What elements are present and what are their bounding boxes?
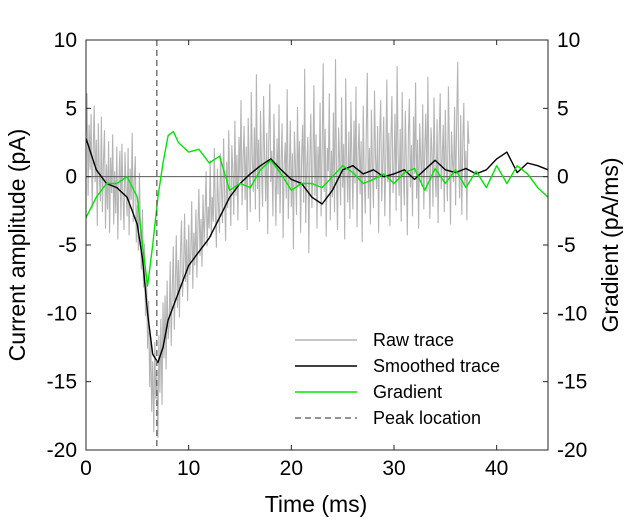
y-right-tick-label: 10 (557, 29, 580, 52)
y-left-tick-label: 10 (54, 29, 77, 52)
x-tick-label: 10 (177, 457, 200, 480)
y-right-tick-label: 0 (557, 166, 569, 189)
legend-label-peak: Peak location (373, 408, 481, 428)
legend: Raw trace Smoothed trace Gradient Peak l… (295, 330, 500, 428)
x-tick-label: 30 (382, 457, 405, 480)
axes: 0 10 20 30 40 -20 -15 -10 -5 0 5 10 -20 -15 -10 -5 0 5 10 (47, 29, 588, 480)
y-left-tick-label: -5 (58, 234, 77, 257)
y-left-tick-label: -15 (47, 371, 77, 394)
smoothed-trace-line (86, 138, 548, 364)
y-right-tick-label: -10 (557, 302, 587, 325)
legend-label-smoothed: Smoothed trace (373, 356, 500, 376)
y-axis-left-title: Current amplitude (pA) (4, 129, 30, 362)
x-axis-title: Time (ms) (265, 491, 368, 517)
y-left-tick-label: -20 (47, 439, 77, 462)
legend-label-gradient: Gradient (373, 382, 442, 402)
y-right-tick-label: 5 (557, 97, 569, 120)
x-tick-label: 20 (280, 457, 303, 480)
legend-label-raw: Raw trace (373, 330, 454, 350)
gradient-line (86, 130, 548, 287)
plot-area (86, 40, 548, 450)
y-left-tick-label: 0 (65, 166, 77, 189)
y-right-tick-label: -5 (557, 234, 576, 257)
y-left-tick-label: -10 (47, 302, 77, 325)
y-right-tick-label: -15 (557, 371, 587, 394)
y-right-tick-label: -20 (557, 439, 587, 462)
y-axis-right-title: Gradient (pA/ms) (597, 157, 623, 332)
x-tick-label: 0 (80, 457, 92, 480)
y-left-tick-label: 5 (65, 97, 77, 120)
x-tick-label: 40 (485, 457, 508, 480)
